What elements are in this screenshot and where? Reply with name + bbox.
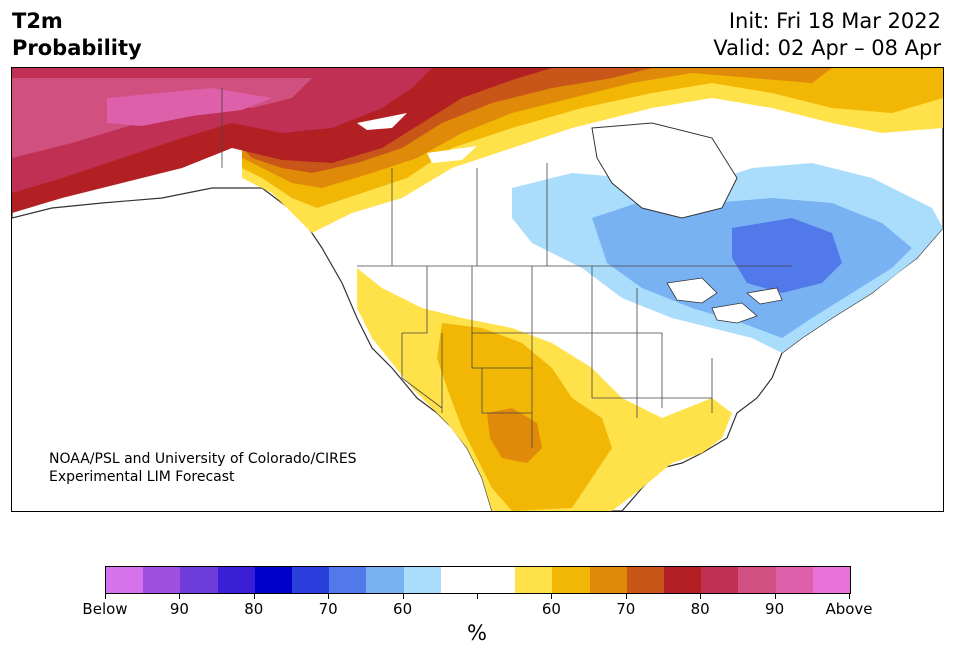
data-credit: NOAA/PSL and University of Colorado/CIRE…	[49, 450, 357, 486]
colorbar-segment	[366, 567, 404, 593]
colorbar-tick	[179, 593, 181, 599]
colorbar-tick	[105, 593, 106, 599]
great-lakes	[666, 277, 783, 324]
colorbar-tick-label: 80	[244, 600, 264, 618]
great-bear-lake	[357, 113, 407, 130]
hudson-bay	[591, 122, 738, 219]
probability-map	[11, 67, 944, 512]
colorbar-segment	[254, 567, 293, 593]
colorbar-tick	[625, 593, 627, 599]
colorbar-tick-label: 60	[393, 600, 413, 618]
colorbar-segment	[180, 567, 218, 593]
valid-range: Valid: 02 Apr – 08 Apr	[713, 36, 941, 60]
great-slave-lake	[427, 146, 477, 163]
colorbar-tick-label: 70	[318, 600, 338, 618]
colorbar-tick-label: 80	[690, 600, 710, 618]
colorbar-segment	[403, 567, 441, 593]
state-boundaries	[221, 88, 792, 448]
colorbar-segment	[515, 567, 553, 593]
colorbar-segment	[143, 567, 181, 593]
warm-sw-65	[487, 408, 542, 463]
title-variable: T2m	[12, 9, 63, 33]
credit-line-1: NOAA/PSL and University of Colorado/CIRE…	[49, 451, 357, 467]
colorbar-tick-label: 70	[616, 600, 636, 618]
colorbar-tick-label: 90	[765, 600, 785, 618]
credit-line-2: Experimental LIM Forecast	[49, 469, 235, 485]
colorbar-segment	[701, 567, 739, 593]
colorbar-segment	[626, 567, 665, 593]
colorbar-tick	[551, 593, 553, 599]
cold-65	[732, 218, 842, 293]
colorbar-segment	[552, 567, 590, 593]
colorbar-tick	[253, 593, 255, 599]
colorbar-segment	[664, 567, 702, 593]
colorbar-segment	[775, 567, 813, 593]
warm-90	[107, 88, 272, 126]
colorbar-tick-label: 60	[541, 600, 561, 618]
colorbar-unit: %	[467, 621, 487, 645]
colorbar	[105, 566, 851, 594]
colorbar-segment	[738, 567, 776, 593]
colorbar-tick	[700, 593, 702, 599]
map-title: T2m Probability	[12, 8, 142, 62]
colorbar-tick	[402, 593, 404, 599]
colorbar-segment	[217, 567, 255, 593]
colorbar-segment	[812, 567, 851, 593]
colorbar-segment	[440, 567, 479, 593]
colorbar-tick	[849, 593, 850, 599]
colorbar-segment	[106, 567, 144, 593]
colorbar-segment	[329, 567, 367, 593]
colorbar-tick-label: Below	[82, 600, 128, 618]
colorbar-tick-label: 90	[169, 600, 189, 618]
colorbar-segment	[478, 567, 516, 593]
forecast-dates: Init: Fri 18 Mar 2022 Valid: 02 Apr – 08…	[713, 8, 941, 62]
colorbar-tick	[774, 593, 776, 599]
map-canvas	[12, 68, 943, 511]
colorbar-tick	[477, 593, 478, 599]
init-date: Init: Fri 18 Mar 2022	[728, 9, 941, 33]
colorbar-segment	[589, 567, 627, 593]
colorbar-tick	[328, 593, 330, 599]
colorbar-tick-label: Above	[825, 600, 873, 618]
colorbar-segment	[292, 567, 330, 593]
title-measure: Probability	[12, 36, 142, 60]
